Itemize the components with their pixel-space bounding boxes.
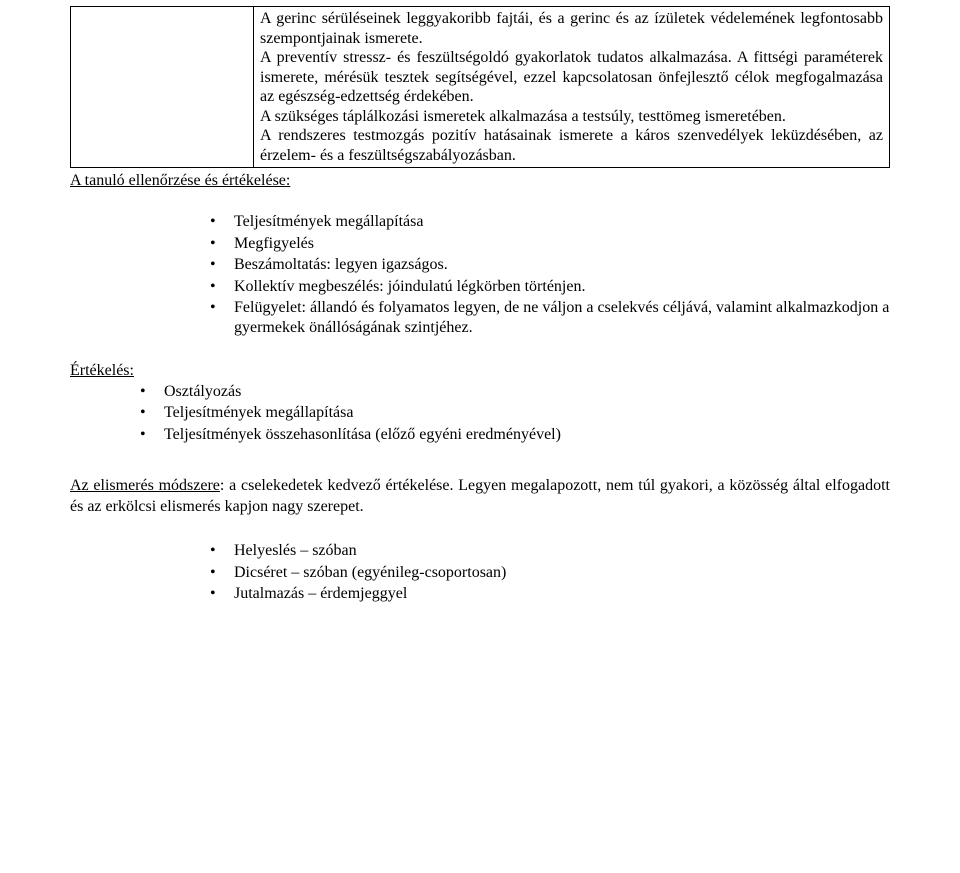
table-right-cell: A gerinc sérüléseinek leggyakoribb fajtá…: [254, 7, 890, 168]
box-paragraph: A preventív stressz- és feszültségoldó g…: [260, 48, 883, 107]
list-elismeres: Helyeslés – szóban Dicséret – szóban (eg…: [70, 541, 890, 604]
list-item: Jutalmazás – érdemjeggyel: [200, 584, 890, 604]
list-item: Megfigyelés: [200, 234, 890, 254]
paragraph-elismeres: Az elismerés módszere: a cselekedetek ke…: [70, 476, 890, 517]
box-paragraph: A szükséges táplálkozási ismeretek alkal…: [260, 107, 883, 127]
list-item: Teljesítmények megállapítása: [200, 212, 890, 232]
box-paragraph: A rendszeres testmozgás pozitív hatásain…: [260, 126, 883, 165]
box-paragraph: A gerinc sérüléseinek leggyakoribb fajtá…: [260, 9, 883, 48]
list-ertekeles: Osztályozás Teljesítmények megállapítása…: [70, 382, 890, 445]
heading-ellenorzes: A tanuló ellenőrzése és értékelése:: [70, 172, 890, 190]
list-ellenorzes: Teljesítmények megállapítása Megfigyelés…: [70, 212, 890, 339]
list-item: Felügyelet: állandó és folyamatos legyen…: [200, 298, 890, 339]
list-item: Helyeslés – szóban: [200, 541, 890, 561]
elismeres-prefix: Az elismerés módszere: [70, 477, 220, 494]
content-table: A gerinc sérüléseinek leggyakoribb fajtá…: [70, 6, 890, 168]
page: A gerinc sérüléseinek leggyakoribb fajtá…: [0, 0, 960, 646]
list-item: Osztályozás: [130, 382, 890, 402]
list-item: Teljesítmények összehasonlítása (előző e…: [130, 425, 890, 445]
list-item: Kollektív megbeszélés: jóindulatú légkör…: [200, 277, 890, 297]
table-left-cell: [71, 7, 254, 168]
list-item: Teljesítmények megállapítása: [130, 403, 890, 423]
list-item: Beszámoltatás: legyen igazságos.: [200, 255, 890, 275]
list-item: Dicséret – szóban (egyénileg-csoportosan…: [200, 563, 890, 583]
heading-ertekeles: Értékelés:: [70, 362, 890, 380]
